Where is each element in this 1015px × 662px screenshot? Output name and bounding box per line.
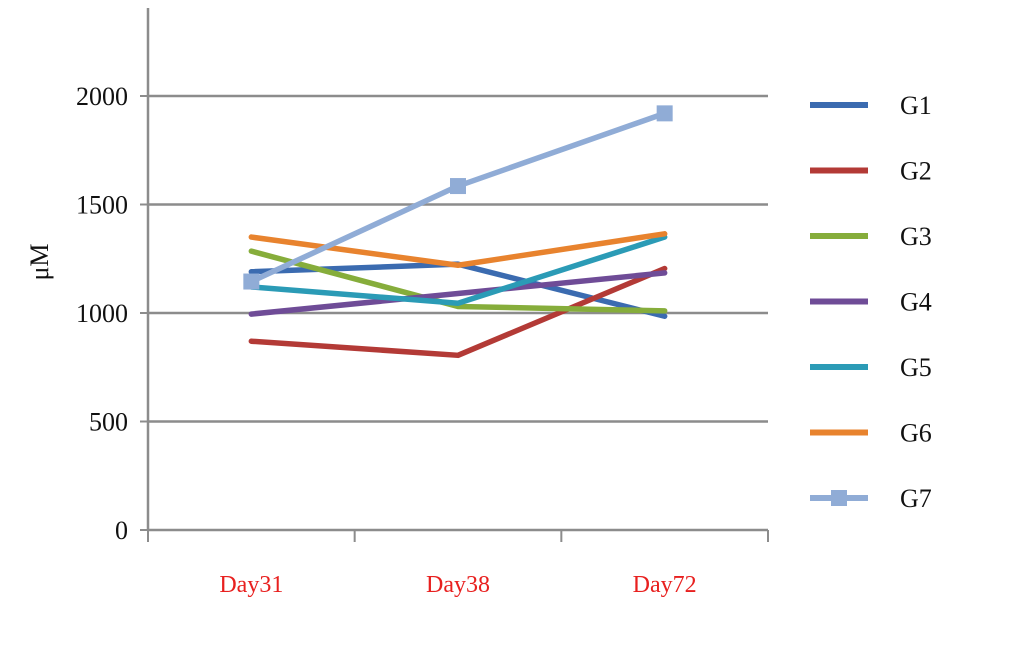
x-tick-label-day72: Day72 bbox=[633, 572, 697, 598]
legend: G1 G2 G3 G4 G5 G6 G7 bbox=[810, 91, 932, 513]
series-g5 bbox=[248, 234, 668, 306]
legend-item-g2: G2 bbox=[810, 157, 932, 186]
legend-label-g5: G5 bbox=[900, 353, 932, 382]
series-g3 bbox=[248, 248, 668, 314]
legend-label-g7: G7 bbox=[900, 484, 932, 513]
series-point-g7-1 bbox=[450, 178, 466, 195]
series-g4 bbox=[248, 270, 668, 317]
series-line-g3 bbox=[248, 248, 668, 314]
legend-item-g7: G7 bbox=[810, 484, 932, 513]
y-tick-label-1500: 1500 bbox=[76, 191, 128, 220]
legend-item-g4: G4 bbox=[810, 288, 932, 317]
series-point-g7-2 bbox=[656, 105, 673, 122]
legend-label-g1: G1 bbox=[900, 91, 932, 120]
legend-item-g5: G5 bbox=[810, 353, 932, 382]
y-tick-labels: 0 500 1000 1500 2000 bbox=[76, 82, 128, 545]
legend-label-g6: G6 bbox=[900, 419, 932, 448]
x-tick-labels: Day31 Day38 Day72 bbox=[219, 572, 696, 598]
legend-item-g1: G1 bbox=[810, 91, 932, 120]
series-g2 bbox=[248, 265, 668, 359]
y-tick-label-0: 0 bbox=[115, 516, 128, 545]
y-tick-label-500: 500 bbox=[89, 408, 128, 437]
series-g6 bbox=[248, 231, 668, 269]
series-g7 bbox=[243, 105, 673, 290]
series-lines bbox=[243, 105, 673, 359]
gridlines bbox=[148, 94, 768, 423]
y-tick-label-1000: 1000 bbox=[76, 299, 128, 328]
series-point-g7-0 bbox=[243, 273, 260, 290]
x-tick-label-day31: Day31 bbox=[219, 572, 283, 598]
series-line-g5 bbox=[248, 234, 668, 306]
series-line-g4 bbox=[248, 270, 668, 317]
axes bbox=[140, 8, 769, 542]
legend-label-g3: G3 bbox=[900, 222, 932, 251]
y-tick-label-2000: 2000 bbox=[76, 82, 128, 111]
y-axis-label: μM bbox=[25, 243, 54, 280]
legend-label-g2: G2 bbox=[900, 157, 932, 186]
legend-item-g6: G6 bbox=[810, 419, 932, 448]
series-line-g2 bbox=[248, 265, 668, 359]
x-tick-label-day38: Day38 bbox=[426, 572, 490, 598]
legend-marker-g7 bbox=[831, 490, 847, 506]
series-line-g6 bbox=[248, 231, 668, 269]
legend-label-g4: G4 bbox=[900, 288, 932, 317]
legend-item-g3: G3 bbox=[810, 222, 932, 251]
